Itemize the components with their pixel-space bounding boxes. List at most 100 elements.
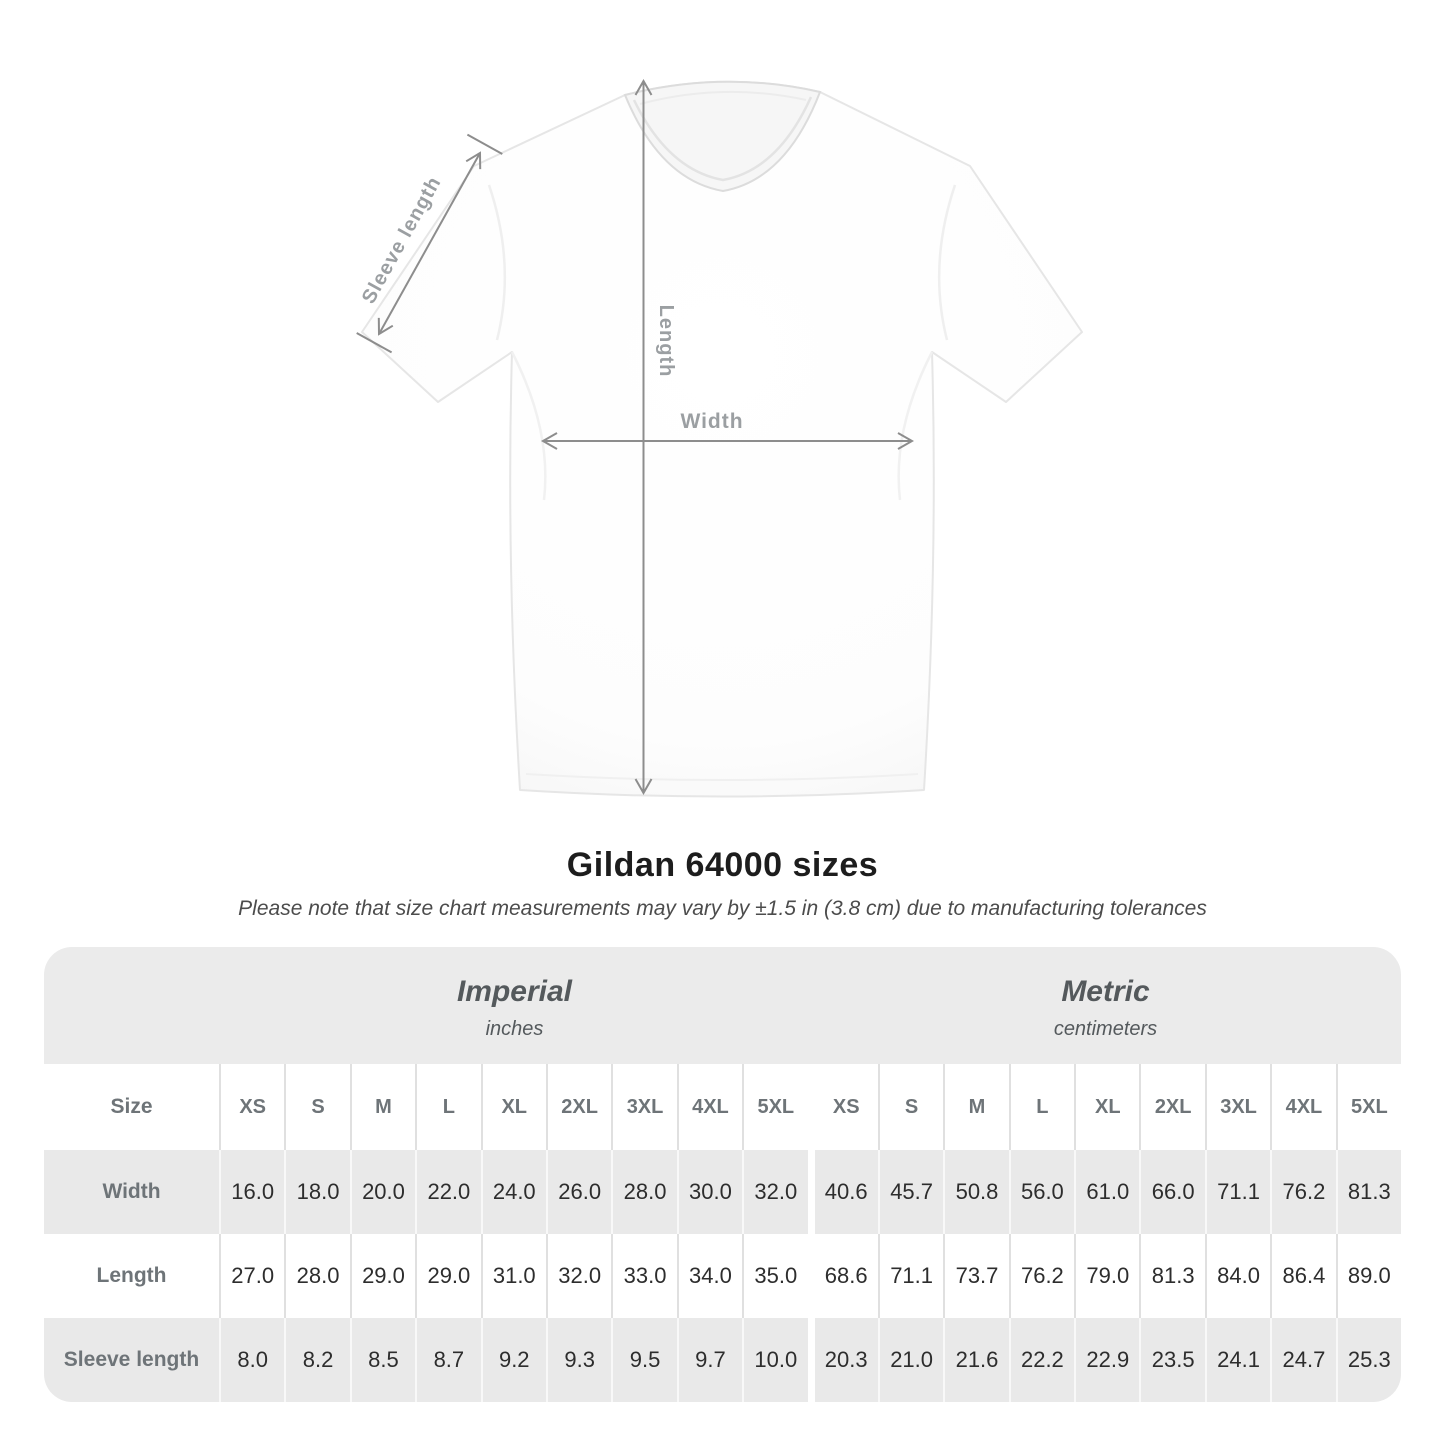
size-col-header: 5XL: [742, 1064, 808, 1150]
value-cell: 16.0: [219, 1150, 285, 1234]
value-cell: 10.0: [742, 1318, 808, 1402]
size-col-header: M: [349, 1064, 416, 1150]
value-cell: 9.5: [611, 1318, 677, 1402]
sleeve-length-arrow: [356, 133, 503, 354]
value-cell: 66.0: [1139, 1150, 1205, 1234]
hem-stitch: [525, 773, 919, 781]
size-col-header: L: [415, 1064, 481, 1150]
size-col-header: M: [943, 1064, 1009, 1150]
left-armpit-fold: [510, 351, 547, 501]
imperial-header: Imperial inches: [219, 947, 810, 1064]
value-cell: 32.0: [545, 1234, 612, 1318]
row-label-length: Length: [44, 1234, 219, 1318]
value-cell: 28.0: [284, 1234, 350, 1318]
size-col-header: XS: [219, 1064, 285, 1150]
value-cell: 20.0: [349, 1150, 416, 1234]
value-cell: 32.0: [742, 1150, 808, 1234]
size-col-header: XL: [480, 1064, 546, 1150]
sleeve-row: Sleeve length 8.0 8.2 8.5 8.7 9.2 9.3 9.5 9.7 10…: [44, 1318, 1401, 1402]
value-cell: 29.0: [349, 1234, 416, 1318]
imperial-title: Imperial: [456, 974, 573, 1008]
collar-opening: [623, 80, 822, 193]
width-label: Width: [680, 410, 743, 433]
left-sleeve-seam: [487, 184, 507, 341]
value-cell: 81.3: [1139, 1234, 1205, 1318]
size-header-label: Size: [44, 1064, 219, 1150]
value-cell: 25.3: [1335, 1318, 1401, 1402]
length-label: Length: [655, 305, 677, 378]
value-cell: 73.7: [943, 1234, 1009, 1318]
value-cell: 61.0: [1074, 1150, 1140, 1234]
size-col-header: 2XL: [1139, 1064, 1205, 1150]
value-cell: 20.3: [814, 1318, 878, 1402]
value-cell: 84.0: [1204, 1234, 1271, 1318]
value-cell: 76.2: [1008, 1234, 1075, 1318]
value-cell: 27.0: [219, 1234, 285, 1318]
imperial-unit: inches: [485, 1017, 544, 1040]
value-cell: 89.0: [1335, 1234, 1401, 1318]
value-cell: 71.1: [1204, 1150, 1271, 1234]
length-arrow: [634, 78, 653, 796]
value-cell: 8.0: [219, 1318, 285, 1402]
value-cell: 23.5: [1139, 1318, 1205, 1402]
value-cell: 33.0: [611, 1234, 677, 1318]
size-table: Imperial inches Metric centimeters Size …: [44, 947, 1401, 1402]
width-row: Width 16.0 18.0 20.0 22.0 24.0 26.0 28.0 30.0 32…: [44, 1150, 1401, 1234]
value-cell: 24.1: [1204, 1318, 1271, 1402]
value-cell: 68.6: [814, 1234, 878, 1318]
size-col-header: 5XL: [1335, 1064, 1401, 1150]
tolerance-note: Please note that size chart measurements…: [238, 897, 1207, 920]
size-header-row: Size XS S M L XL 2XL 3XL 4XL 5XL XS S M L XL 2XL 3XL 4XL…: [44, 1064, 1401, 1150]
size-col-header: XS: [814, 1064, 878, 1150]
value-cell: 18.0: [284, 1150, 350, 1234]
value-cell: 79.0: [1074, 1234, 1140, 1318]
value-cell: 56.0: [1008, 1150, 1075, 1234]
value-cell: 28.0: [611, 1150, 677, 1234]
tshirt-diagram: Sleeve length Length Width: [356, 78, 1083, 798]
size-col-header: 3XL: [1204, 1064, 1271, 1150]
value-cell: 24.0: [480, 1150, 546, 1234]
metric-title: Metric: [1061, 974, 1150, 1008]
value-cell: 9.3: [545, 1318, 612, 1402]
value-cell: 22.2: [1008, 1318, 1075, 1402]
value-cell: 9.2: [480, 1318, 546, 1402]
value-cell: 71.1: [877, 1234, 944, 1318]
right-armpit-fold: [897, 351, 934, 501]
size-col-header: S: [877, 1064, 944, 1150]
length-row: Length 27.0 28.0 29.0 29.0 31.0 32.0 33.0 34.0 3…: [44, 1234, 1401, 1318]
size-col-header: 2XL: [545, 1064, 612, 1150]
value-cell: 8.2: [284, 1318, 350, 1402]
right-sleeve-seam: [937, 184, 957, 341]
row-label-width: Width: [44, 1150, 219, 1234]
value-cell: 21.0: [877, 1318, 944, 1402]
value-cell: 34.0: [676, 1234, 743, 1318]
size-col-header: S: [284, 1064, 350, 1150]
value-cell: 50.8: [943, 1150, 1009, 1234]
value-cell: 9.7: [676, 1318, 743, 1402]
value-cell: 81.3: [1335, 1150, 1401, 1234]
value-cell: 8.7: [415, 1318, 481, 1402]
unit-header-spacer: [44, 947, 219, 1064]
metric-unit: centimeters: [1053, 1017, 1158, 1040]
width-arrow: [540, 432, 915, 450]
value-cell: 22.9: [1074, 1318, 1140, 1402]
value-cell: 22.0: [415, 1150, 481, 1234]
row-label-sleeve: Sleeve length: [44, 1318, 219, 1402]
value-cell: 30.0: [676, 1150, 743, 1234]
value-cell: 8.5: [349, 1318, 416, 1402]
metric-header: Metric centimeters: [810, 947, 1401, 1064]
collar-top-seam: [639, 90, 807, 105]
value-cell: 40.6: [814, 1150, 878, 1234]
value-cell: 31.0: [480, 1234, 546, 1318]
size-col-header: 3XL: [611, 1064, 677, 1150]
unit-header: Imperial inches Metric centimeters: [44, 947, 1401, 1064]
value-cell: 45.7: [877, 1150, 944, 1234]
size-col-header: L: [1008, 1064, 1075, 1150]
page-title: Gildan 64000 sizes: [566, 846, 879, 884]
collar-rib-seam: [632, 96, 813, 182]
value-cell: 35.0: [742, 1234, 808, 1318]
value-cell: 76.2: [1270, 1150, 1336, 1234]
value-cell: 24.7: [1270, 1318, 1336, 1402]
value-cell: 29.0: [415, 1234, 481, 1318]
